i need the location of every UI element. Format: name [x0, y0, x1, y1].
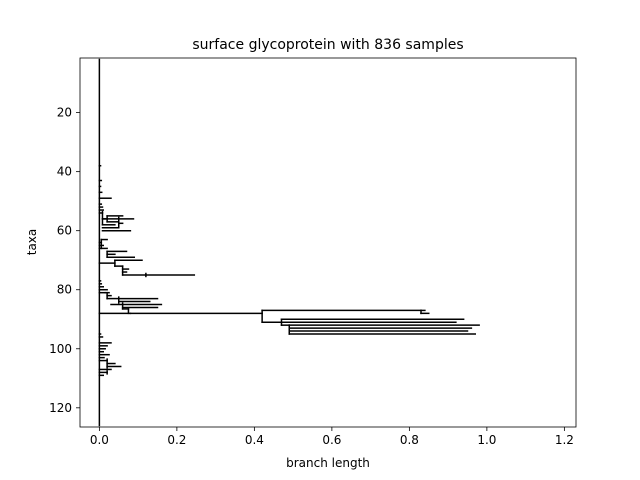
y-tick-label: 20: [57, 106, 72, 120]
y-axis: 20 40 60 80 100 120: [49, 106, 80, 415]
y-tick-label: 40: [57, 165, 72, 179]
chart-title: surface glycoprotein with 836 samples: [192, 37, 463, 53]
x-tick-label: 0.6: [322, 433, 341, 447]
tree-branches: [98, 58, 480, 427]
x-axis-label: branch length: [286, 456, 370, 470]
x-tick-label: 0.2: [167, 433, 186, 447]
x-tick-label: 0.0: [90, 433, 109, 447]
x-tick-label: 1.2: [555, 433, 574, 447]
x-tick-label: 0.8: [400, 433, 419, 447]
x-tick-label: 0.4: [245, 433, 264, 447]
x-tick-label: 1.0: [477, 433, 496, 447]
y-tick-label: 120: [49, 401, 72, 415]
y-axis-label: taxa: [25, 229, 39, 256]
y-tick-label: 80: [57, 283, 72, 297]
y-tick-label: 100: [49, 342, 72, 356]
y-tick-label: 60: [57, 224, 72, 238]
plot-frame: [79, 57, 577, 428]
x-axis: 0.0 0.2 0.4 0.6 0.8 1.0 1.2: [90, 427, 574, 447]
